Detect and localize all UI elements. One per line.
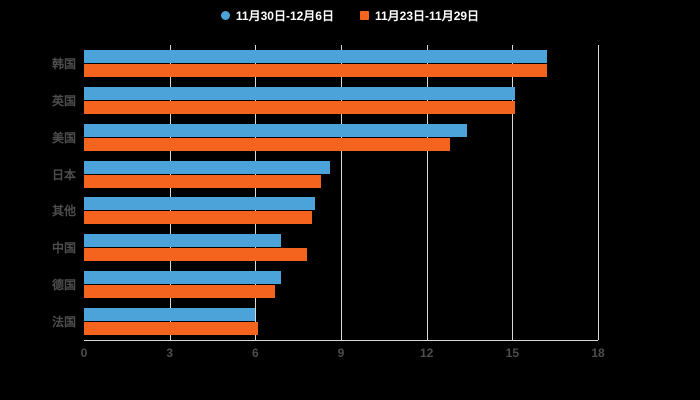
x-axis-labels: 0 3 6 9 12 15 18 [80, 346, 605, 364]
bar-中国-series2 [84, 248, 307, 262]
bar-group-美国 [84, 119, 598, 156]
bar-其他-series1 [84, 197, 316, 211]
bar-日本-series2 [84, 174, 321, 188]
category-label-日本: 日本 [51, 167, 76, 182]
bar-group-英国 [84, 82, 598, 119]
bar-韩国-series1 [84, 49, 547, 63]
x-tick-label-0: 0 [80, 346, 88, 360]
category-label-德国: 德国 [51, 278, 76, 293]
bar-group-法国 [84, 303, 598, 340]
bar-法国-series1 [84, 308, 256, 322]
gridline-x-18 [598, 45, 599, 340]
bar-法国-series2 [84, 322, 259, 336]
bar-group-中国 [84, 229, 598, 266]
bar-group-韩国 [84, 45, 598, 82]
legend-marker-orange-square-icon [359, 11, 369, 20]
gridline-x-6 [255, 45, 257, 340]
category-label-中国: 中国 [51, 241, 76, 256]
legend: 11月30日-12月6日 11月23日-11月29日 [0, 7, 700, 24]
bar-其他-series2 [84, 211, 313, 225]
legend-label-series1: 11月30日-12月6日 [235, 9, 334, 23]
category-label-法国: 法国 [51, 315, 76, 330]
category-label-其他: 其他 [51, 204, 76, 219]
legend-label-series2: 11月23日-11月29日 [374, 9, 480, 23]
bar-德国-series2 [84, 285, 276, 299]
category-label-韩国: 韩国 [51, 56, 76, 71]
bar-韩国-series2 [84, 63, 547, 77]
legend-item-week-nov30-dec6[interactable]: 11月30日-12月6日 [220, 7, 334, 24]
bar-中国-series1 [84, 234, 282, 248]
bar-英国-series1 [84, 86, 516, 100]
bar-美国-series2 [84, 137, 450, 151]
x-tick-label-15: 15 [505, 346, 520, 360]
bar-group-其他 [84, 193, 598, 230]
gridline-x-15 [512, 45, 514, 340]
bar-日本-series1 [84, 160, 330, 174]
legend-marker-blue-circle-icon [220, 11, 230, 20]
x-tick-label-6: 6 [251, 346, 259, 360]
y-axis-labels: 韩国英国美国日本其他中国德国法国 [0, 45, 76, 340]
category-label-英国: 英国 [51, 93, 76, 108]
bar-英国-series2 [84, 100, 516, 114]
bar-group-德国 [84, 266, 598, 303]
bar-group-日本 [84, 156, 598, 193]
x-tick-label-3: 3 [166, 346, 173, 360]
gridline-x-3 [169, 45, 171, 340]
gridline-x-12 [426, 45, 428, 340]
gridline-x-9 [341, 45, 342, 340]
bar-德国-series1 [84, 271, 282, 285]
category-label-美国: 美国 [51, 130, 76, 145]
x-tick-label-18: 18 [591, 346, 605, 360]
legend-item-week-nov23-nov29[interactable]: 11月23日-11月29日 [359, 7, 480, 24]
x-tick-label-12: 12 [419, 346, 434, 360]
x-tick-label-9: 9 [337, 346, 345, 360]
plot-area [84, 45, 599, 341]
bar-美国-series1 [84, 123, 467, 137]
